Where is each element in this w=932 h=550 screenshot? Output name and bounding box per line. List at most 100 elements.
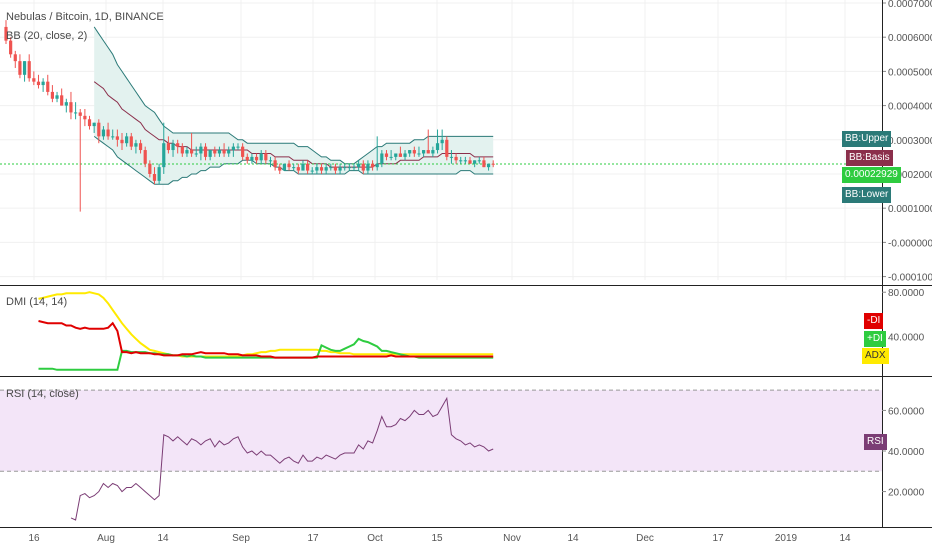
bb-indicator-label[interactable]: BB (20, close, 2) xyxy=(6,30,88,42)
price-axis-label: -0.0001000 xyxy=(888,273,932,284)
candle-body xyxy=(134,143,138,147)
candle-body xyxy=(338,167,342,171)
dmi-line-di xyxy=(38,320,494,359)
candle-body xyxy=(273,160,277,168)
candle-body xyxy=(157,167,161,181)
rsi-indicator-label[interactable]: RSI (14, close) xyxy=(6,388,79,400)
x-axis-label: 15 xyxy=(431,533,443,544)
bb-lower-line xyxy=(93,135,494,185)
x-axis-label: 17 xyxy=(307,533,319,544)
candle-body xyxy=(319,167,324,171)
x-axis-label: Dec xyxy=(636,533,654,544)
candle-body xyxy=(199,146,203,154)
bb-band-area xyxy=(94,26,494,185)
bollinger-band-fill xyxy=(94,26,494,185)
x-axis-label: 16 xyxy=(28,533,40,544)
rsi-tag: RSI xyxy=(864,434,887,450)
candle-body xyxy=(111,136,115,138)
candle-body xyxy=(97,122,101,137)
candle-body xyxy=(250,156,254,161)
x-axis-label: Sep xyxy=(232,533,250,544)
candle-body xyxy=(454,156,458,161)
candle-body xyxy=(417,153,421,155)
candle-body xyxy=(106,129,110,137)
adx-tag: ADX xyxy=(862,348,889,364)
candle-body xyxy=(473,160,477,164)
candle-body xyxy=(292,167,296,169)
price-axis-label: 0.0003000 xyxy=(888,136,932,147)
candle-body xyxy=(36,81,41,86)
candle-body xyxy=(408,150,412,154)
candle-body xyxy=(333,167,338,171)
candle-body xyxy=(347,167,351,169)
candle-body xyxy=(403,153,407,157)
candle-body xyxy=(18,61,22,75)
candle-body xyxy=(74,112,78,114)
candle-body xyxy=(64,102,68,106)
dmi-axis-label: 40.0000 xyxy=(888,333,925,344)
candlesticks[interactable] xyxy=(4,20,495,212)
candle-body xyxy=(422,150,426,154)
candle-body xyxy=(4,26,8,41)
di-plus-tag: +DI xyxy=(864,331,886,347)
candle-body xyxy=(236,146,240,148)
candle-body xyxy=(217,150,222,154)
dmi-pane[interactable] xyxy=(38,291,494,371)
candle-body xyxy=(78,112,82,116)
candle-body xyxy=(176,143,180,147)
candle-body xyxy=(32,78,36,82)
candle-body xyxy=(384,153,389,157)
candle-body xyxy=(491,163,495,165)
candle-body xyxy=(138,143,143,151)
rsi-band-area xyxy=(0,390,882,472)
candle-body xyxy=(185,150,189,154)
candle-body xyxy=(324,167,328,171)
candle-body xyxy=(343,167,347,169)
candle-body xyxy=(268,160,273,162)
candle-body xyxy=(213,150,217,154)
candle-body xyxy=(9,40,13,55)
x-axis-label: 17 xyxy=(712,533,724,544)
candle-body xyxy=(366,163,370,171)
bb-upper-tag: BB:Upper xyxy=(842,131,892,147)
candle-body xyxy=(227,150,231,154)
candle-body xyxy=(27,61,31,79)
price-axis-label: 0.0007000 xyxy=(888,0,932,10)
candle-body xyxy=(357,163,361,168)
candle-body xyxy=(194,153,198,155)
candle-body xyxy=(115,136,119,140)
candle-body xyxy=(380,153,384,164)
x-axis-label: 14 xyxy=(157,533,169,544)
candle-body xyxy=(264,153,268,161)
rsi-pane[interactable] xyxy=(0,389,882,521)
dmi-indicator-label[interactable]: DMI (14, 14) xyxy=(6,296,68,308)
candle-body xyxy=(41,81,45,86)
bb-upper-line xyxy=(93,26,494,165)
candle-body xyxy=(352,167,356,169)
candle-body xyxy=(50,91,54,99)
price-axis-label: 0.0004000 xyxy=(888,102,932,113)
candle-body xyxy=(463,160,467,162)
x-axis-label: 2019 xyxy=(775,533,798,544)
candle-body xyxy=(315,167,319,171)
candle-body xyxy=(152,173,157,181)
candle-body xyxy=(203,146,208,157)
candle-body xyxy=(92,122,96,127)
candle-body xyxy=(398,153,402,157)
x-axis-label: Nov xyxy=(503,533,521,544)
candle-body xyxy=(83,115,87,120)
price-axis-label: -0.0000000 xyxy=(888,238,932,249)
candle-body xyxy=(166,143,170,151)
candle-body xyxy=(143,150,147,164)
candle-body xyxy=(125,136,129,144)
candle-body xyxy=(278,167,282,171)
price-axis-label: 0.0001000 xyxy=(888,204,932,215)
candle-body xyxy=(13,54,17,62)
candle-body xyxy=(389,156,393,158)
candle-body xyxy=(459,160,463,162)
bb-lower-tag: BB:Lower xyxy=(842,187,892,203)
x-axis-label: Aug xyxy=(97,533,115,544)
candle-body xyxy=(361,163,365,171)
candle-body xyxy=(394,153,398,157)
